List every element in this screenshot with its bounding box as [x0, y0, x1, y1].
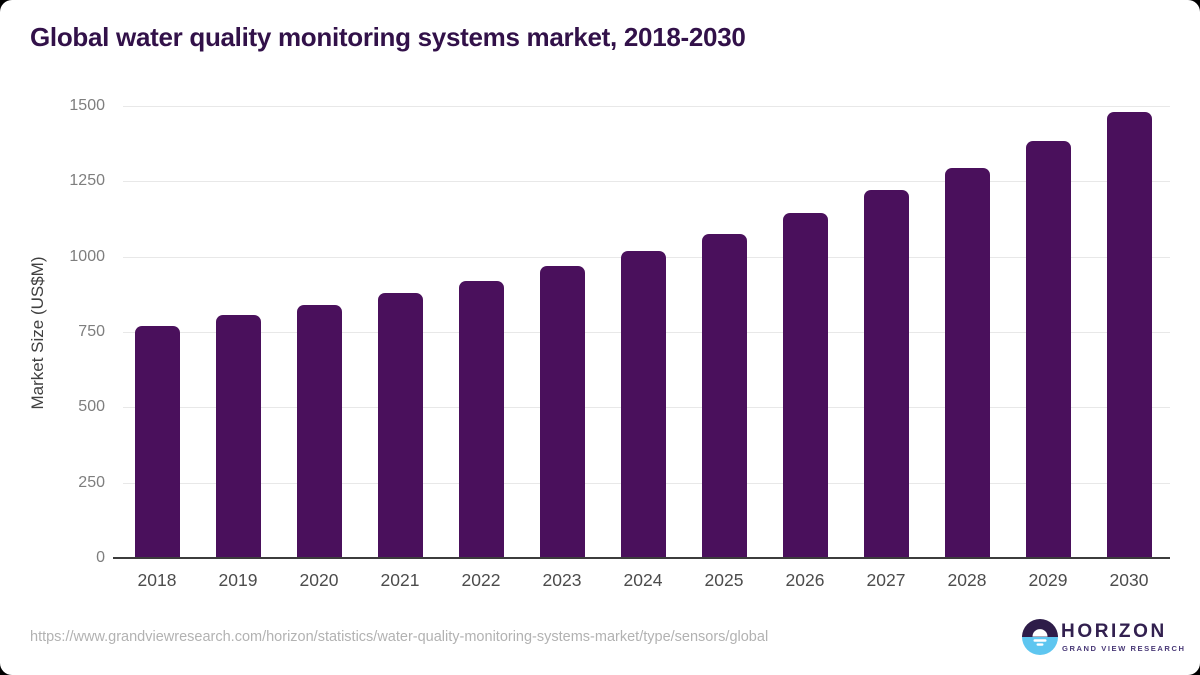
x-tick-label-2019: 2019 [218, 570, 258, 590]
bar-2019[interactable] [215, 315, 261, 558]
bar-2021[interactable] [377, 293, 423, 558]
y-tick-label-1500: 1500 [69, 97, 105, 114]
x-tick-label-2021: 2021 [380, 570, 420, 590]
x-tick-label-2028: 2028 [947, 570, 987, 590]
x-tick-label-2027: 2027 [866, 570, 906, 590]
bar-2030[interactable] [1106, 112, 1152, 558]
y-tick-label-250: 250 [78, 474, 105, 491]
bar-2028[interactable] [944, 168, 990, 558]
horizon-logo-subtitle: GRAND VIEW RESEARCH [1062, 644, 1186, 653]
x-tick-label-2023: 2023 [542, 570, 582, 590]
bar-2018[interactable] [134, 326, 180, 558]
y-tick-label-0: 0 [96, 549, 105, 566]
y-tick-label-750: 750 [78, 323, 105, 340]
x-tick-label-2024: 2024 [623, 570, 663, 590]
gridline-1500 [123, 106, 1170, 107]
bar-2023[interactable] [539, 266, 585, 558]
gridline-1250 [123, 181, 1170, 182]
bar-2025[interactable] [701, 234, 747, 558]
bar-2029[interactable] [1025, 141, 1071, 558]
x-tick-label-2020: 2020 [299, 570, 339, 590]
x-tick-label-2018: 2018 [137, 570, 177, 590]
page-title: Global water quality monitoring systems … [30, 22, 746, 52]
x-tick-label-2022: 2022 [461, 570, 501, 590]
bar-2027[interactable] [863, 190, 909, 558]
x-tick-label-2029: 2029 [1028, 570, 1068, 590]
y-tick-label-1000: 1000 [69, 248, 105, 265]
y-tick-label-500: 500 [78, 398, 105, 415]
bar-2020[interactable] [296, 305, 342, 558]
bar-2022[interactable] [458, 281, 504, 558]
horizon-logo-wordmark: HORIZON [1061, 621, 1167, 642]
horizon-sun-icon [1022, 619, 1058, 655]
x-tick-label-2026: 2026 [785, 570, 825, 590]
source-url: https://www.grandviewresearch.com/horizo… [30, 629, 769, 645]
x-tick-label-2030: 2030 [1109, 570, 1149, 590]
bar-2024[interactable] [620, 251, 666, 558]
x-axis-line [113, 557, 1170, 559]
y-tick-label-1250: 1250 [69, 172, 105, 189]
x-tick-label-2025: 2025 [704, 570, 744, 590]
bar-2026[interactable] [782, 213, 828, 558]
horizon-logo: HORIZON GRAND VIEW RESEARCH [1022, 618, 1184, 658]
